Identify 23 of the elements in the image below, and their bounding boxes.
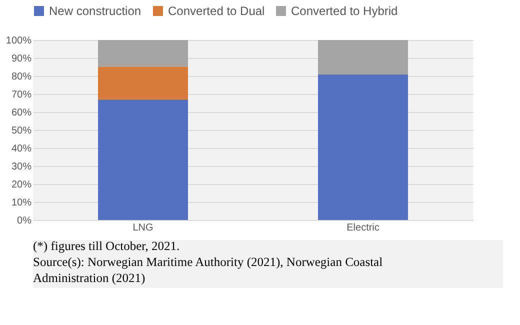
y-tick-label: 60% (11, 108, 32, 118)
text: (*) figures till October, 2021. (33, 239, 180, 253)
legend-label: Converted to Hybrid (291, 4, 398, 18)
y-tick-label: 100% (6, 36, 32, 46)
bar (318, 40, 408, 74)
y-tick-label: 40% (11, 144, 32, 154)
bar (98, 67, 188, 100)
y-tick-label: 80% (11, 72, 32, 82)
y-tick-label: 0% (17, 216, 32, 226)
legend-label: New construction (49, 4, 142, 18)
bar (98, 99, 188, 220)
bar (98, 40, 188, 67)
y-tick-label: 90% (11, 54, 32, 64)
y-tick-label: 20% (11, 180, 32, 190)
y-tick-label: 10% (11, 198, 32, 208)
x-tick-label: Electric (346, 222, 380, 234)
y-tick-label: 30% (11, 162, 32, 172)
legend-label: Converted to Dual (168, 4, 265, 18)
x-tick-label: LNG (132, 222, 154, 234)
y-tick-label: 50% (11, 126, 32, 136)
bar (318, 74, 408, 220)
source-note: Source(s): Norwegian Maritime Authority (2021), Norwegian Coastal Administration (2021) (33, 255, 384, 285)
y-tick-label: 70% (11, 90, 32, 100)
